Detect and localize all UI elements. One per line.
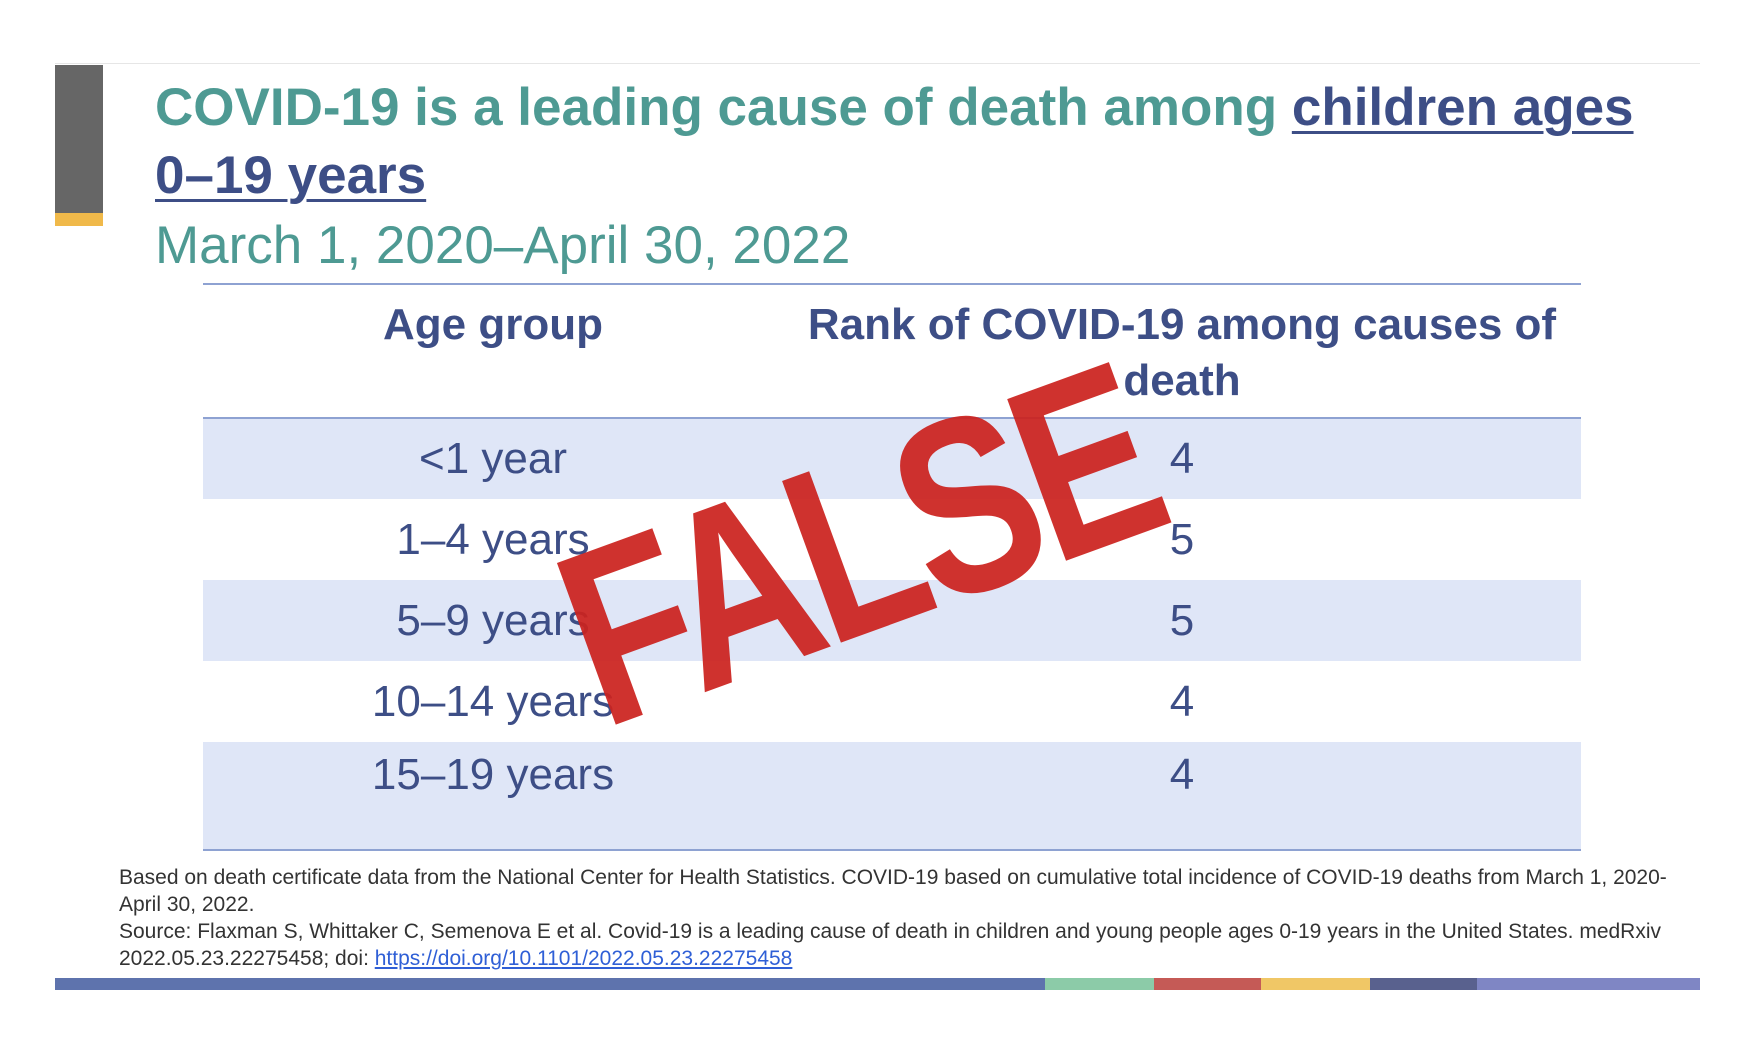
age-cell: 5–9 years bbox=[396, 595, 590, 645]
rank-cell: 5 bbox=[1169, 595, 1195, 645]
doi-link[interactable]: https://doi.org/10.1101/2022.05.23.22275… bbox=[374, 947, 793, 970]
age-cell: <1 year bbox=[419, 434, 567, 483]
slide-accent-bar-tip bbox=[55, 213, 103, 226]
table-header-age: Age group bbox=[383, 300, 603, 349]
table-row: 5–9 years 5 bbox=[203, 580, 1581, 661]
table-row: 10–14 years 4 bbox=[203, 661, 1581, 742]
bottom-bar-segment bbox=[1370, 978, 1477, 990]
slide-subtitle: March 1, 2020–April 30, 2022 bbox=[155, 216, 851, 275]
rank-cell: 4 bbox=[1169, 750, 1195, 799]
table-row: 1–4 years 5 bbox=[203, 499, 1581, 580]
rank-table-container: Age group Rank of COVID-19 among causes … bbox=[203, 283, 1581, 851]
top-divider bbox=[55, 63, 1700, 64]
footnote-methods: Based on death certificate data from the… bbox=[119, 866, 1667, 916]
slide-title-text: COVID-19 is a leading cause of death amo… bbox=[155, 78, 1292, 137]
slide-title: COVID-19 is a leading cause of death amo… bbox=[155, 74, 1655, 210]
age-cell: 1–4 years bbox=[396, 514, 590, 564]
table-row: <1 year 4 bbox=[203, 418, 1581, 499]
bottom-bar-segment bbox=[1045, 978, 1154, 990]
footnote: Based on death certificate data from the… bbox=[119, 864, 1679, 972]
bottom-bar-segment bbox=[55, 978, 1045, 990]
slide-accent-bar bbox=[55, 65, 103, 213]
bottom-bar-segment bbox=[1261, 978, 1370, 990]
age-cell: 15–19 years bbox=[371, 750, 615, 799]
bottom-bar-segment bbox=[1477, 978, 1700, 990]
table-header-rank: Rank of COVID-19 among causes of death bbox=[807, 300, 1557, 405]
bottom-bar-segment bbox=[1154, 978, 1261, 990]
rank-cell: 4 bbox=[1169, 676, 1195, 726]
age-cell: 10–14 years bbox=[371, 676, 615, 726]
bottom-color-bar bbox=[55, 978, 1700, 990]
rank-cell: 5 bbox=[1169, 514, 1195, 564]
slide-title-highlight: children ages 0–19 years bbox=[155, 78, 1634, 205]
rank-cell: 4 bbox=[1169, 434, 1195, 483]
table-row: 15–19 years 4 bbox=[203, 742, 1581, 850]
footnote-source: Source: Flaxman S, Whittaker C, Semenova… bbox=[119, 920, 1662, 970]
rank-table: Age group Rank of COVID-19 among causes … bbox=[203, 283, 1581, 851]
table-header-row: Age group Rank of COVID-19 among causes … bbox=[203, 284, 1581, 418]
